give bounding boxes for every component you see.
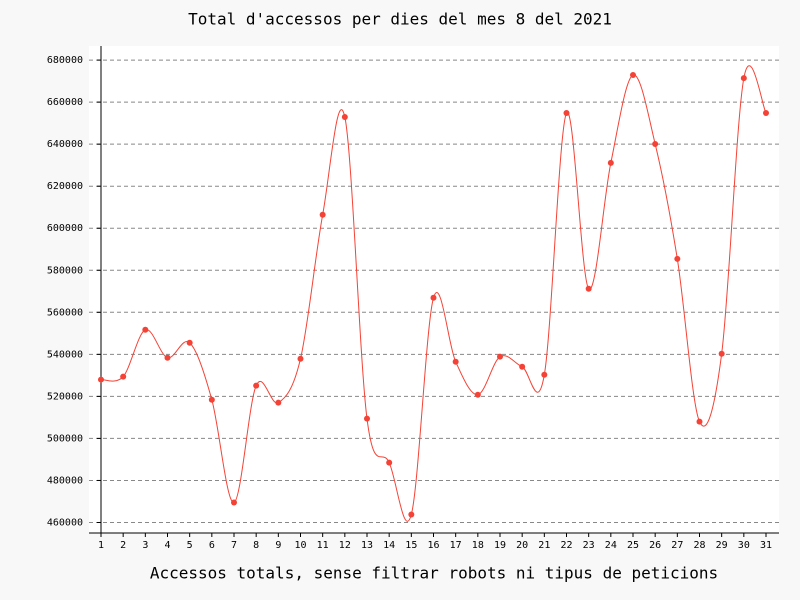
x-tick-label: 17 <box>450 540 462 551</box>
x-tick-label: 12 <box>339 540 351 551</box>
x-tick-label: 1 <box>98 540 104 551</box>
y-tick-label: 660000 <box>47 97 83 108</box>
x-tick-label: 16 <box>427 540 439 551</box>
point <box>585 285 592 292</box>
point <box>253 382 260 389</box>
x-tick-label: 18 <box>472 540 484 551</box>
x-tick-label: 2 <box>120 540 126 551</box>
x-axis-title: Accessos totals, sense filtrar robots ni… <box>150 564 718 583</box>
point <box>231 499 237 506</box>
x-tick-label: 15 <box>405 540 417 551</box>
x-tick-label: 13 <box>361 540 373 551</box>
y-tick-label: 680000 <box>47 55 83 66</box>
x-tick-label: 26 <box>649 540 661 551</box>
x-tick-label: 11 <box>317 540 329 551</box>
point <box>519 363 526 370</box>
point <box>275 399 282 406</box>
x-tick-label: 28 <box>693 540 705 551</box>
point <box>497 353 503 360</box>
y-tick-label: 640000 <box>47 139 83 150</box>
point <box>763 110 769 117</box>
point <box>341 114 348 121</box>
x-tick-label: 4 <box>164 540 170 551</box>
x-tick-label: 24 <box>605 540 617 551</box>
x-tick-label: 6 <box>209 540 215 551</box>
point <box>164 354 171 361</box>
x-tick-label: 31 <box>760 540 772 551</box>
x-tick-label: 19 <box>494 540 506 551</box>
y-tick-label: 580000 <box>47 265 83 276</box>
x-tick-label: 23 <box>583 540 595 551</box>
x-tick-label: 10 <box>294 540 306 551</box>
point <box>430 294 437 301</box>
x-tick-label: 29 <box>716 540 728 551</box>
y-tick-label: 620000 <box>47 181 83 192</box>
x-tick-label: 7 <box>231 540 237 551</box>
point <box>541 371 548 378</box>
x-tick-label: 9 <box>275 540 281 551</box>
line <box>100 65 767 522</box>
point <box>607 159 614 166</box>
x-tick-label: 27 <box>671 540 683 551</box>
x-tick-label: 21 <box>538 540 550 551</box>
x-tick-label: 30 <box>738 540 750 551</box>
x-tick-label: 20 <box>516 540 528 551</box>
x-tick-label: 3 <box>142 540 148 551</box>
point <box>120 373 127 380</box>
point <box>386 459 393 466</box>
y-tick-label: 460000 <box>47 517 83 528</box>
y-tick-label: 480000 <box>47 475 83 486</box>
y-tick-label: 540000 <box>47 349 83 360</box>
point <box>674 255 681 262</box>
y-tick-label: 500000 <box>47 433 83 444</box>
y-tick-label: 600000 <box>47 223 83 234</box>
point <box>652 140 659 147</box>
point <box>319 211 326 218</box>
plot-area <box>89 46 779 533</box>
point <box>474 391 481 398</box>
x-tick-label: 25 <box>627 540 639 551</box>
point <box>364 415 370 422</box>
point <box>740 75 747 82</box>
point <box>208 396 215 403</box>
y-tick-label: 560000 <box>47 307 83 318</box>
point <box>98 376 104 383</box>
point <box>142 326 149 333</box>
chart-title: Total d'accessos per dies del mes 8 del … <box>188 10 612 29</box>
point <box>718 350 725 357</box>
point <box>408 511 415 518</box>
x-tick-label: 8 <box>253 540 259 551</box>
point <box>563 110 570 117</box>
point <box>452 358 459 365</box>
point <box>696 418 703 425</box>
x-tick-label: 14 <box>383 540 395 551</box>
x-tick-label: 5 <box>187 540 193 551</box>
point <box>186 339 193 346</box>
point <box>630 72 636 79</box>
point <box>297 355 304 362</box>
x-tick-label: 22 <box>560 540 572 551</box>
y-tick-label: 520000 <box>47 391 83 402</box>
